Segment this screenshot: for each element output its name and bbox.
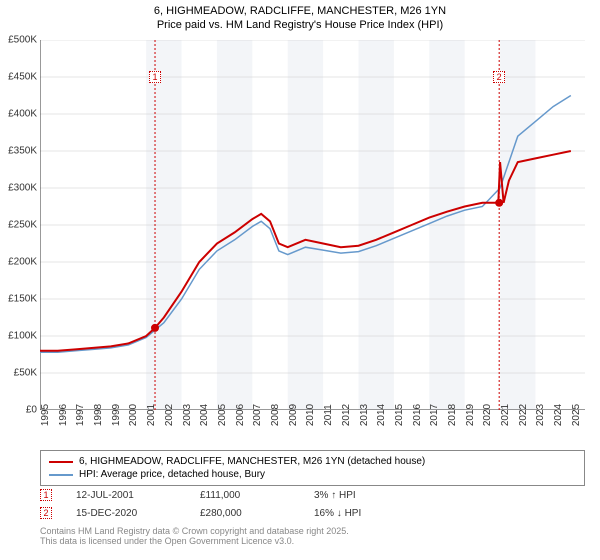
footnote: Contains HM Land Registry data © Crown c… [40, 522, 585, 546]
x-tick-label: 2014 [376, 404, 387, 426]
legend-row: HPI: Average price, detached house, Bury [49, 468, 576, 481]
x-tick-label: 1996 [58, 404, 69, 426]
info-price: £280,000 [200, 508, 290, 519]
footnote-line2: This data is licensed under the Open Gov… [40, 536, 585, 546]
x-tick-label: 1997 [75, 404, 86, 426]
x-tick-label: 2018 [447, 404, 458, 426]
y-tick-label: £250K [0, 220, 37, 231]
title-line2: Price paid vs. HM Land Registry's House … [10, 18, 590, 32]
y-tick-label: £100K [0, 331, 37, 342]
info-marker: 1 [40, 489, 52, 501]
x-tick-label: 2021 [500, 404, 511, 426]
x-tick-label: 2012 [341, 404, 352, 426]
chart-marker-2: 2 [493, 71, 505, 83]
y-tick-label: £300K [0, 183, 37, 194]
info-marker: 2 [40, 507, 52, 519]
x-tick-label: 2024 [553, 404, 564, 426]
legend-swatch [49, 461, 73, 463]
info-price: £111,000 [200, 490, 290, 501]
legend-section: 6, HIGHMEADOW, RADCLIFFE, MANCHESTER, M2… [40, 450, 585, 546]
x-tick-label: 2005 [217, 404, 228, 426]
info-rows: 1 12-JUL-2001 £111,000 3% ↑ HPI2 15-DEC-… [40, 486, 585, 522]
x-tick-label: 2002 [164, 404, 175, 426]
x-tick-label: 1995 [40, 404, 51, 426]
info-row: 2 15-DEC-2020 £280,000 16% ↓ HPI [40, 504, 585, 522]
footnote-line1: Contains HM Land Registry data © Crown c… [40, 526, 585, 536]
legend-label: 6, HIGHMEADOW, RADCLIFFE, MANCHESTER, M2… [79, 456, 425, 467]
info-delta: 16% ↓ HPI [314, 508, 361, 519]
info-date: 12-JUL-2001 [76, 490, 176, 501]
x-tick-label: 2020 [482, 404, 493, 426]
title-block: 6, HIGHMEADOW, RADCLIFFE, MANCHESTER, M2… [0, 0, 600, 35]
x-tick-label: 2011 [323, 404, 334, 426]
chart-marker-1: 1 [149, 71, 161, 83]
y-tick-label: £350K [0, 146, 37, 157]
x-tick-label: 2025 [571, 404, 582, 426]
y-tick-label: £50K [0, 368, 37, 379]
x-tick-label: 2023 [535, 404, 546, 426]
y-tick-label: £0 [0, 405, 37, 416]
chart-area: £0£50K£100K£150K£200K£250K£300K£350K£400… [40, 40, 585, 410]
x-tick-label: 2001 [146, 404, 157, 426]
x-tick-label: 2008 [270, 404, 281, 426]
x-tick-label: 2007 [252, 404, 263, 426]
y-tick-label: £150K [0, 294, 37, 305]
y-tick-label: £200K [0, 257, 37, 268]
x-tick-label: 2019 [465, 404, 476, 426]
legend-row: 6, HIGHMEADOW, RADCLIFFE, MANCHESTER, M2… [49, 455, 576, 468]
x-tick-label: 2022 [518, 404, 529, 426]
legend-swatch [49, 474, 73, 476]
x-tick-label: 2016 [412, 404, 423, 426]
y-tick-label: £450K [0, 72, 37, 83]
legend-label: HPI: Average price, detached house, Bury [79, 469, 265, 480]
x-tick-label: 2015 [394, 404, 405, 426]
info-date: 15-DEC-2020 [76, 508, 176, 519]
x-tick-label: 2009 [288, 404, 299, 426]
x-tick-label: 1999 [111, 404, 122, 426]
x-tick-label: 2010 [305, 404, 316, 426]
chart-plot [40, 40, 585, 410]
x-tick-label: 2004 [199, 404, 210, 426]
y-tick-label: £400K [0, 109, 37, 120]
legend-box: 6, HIGHMEADOW, RADCLIFFE, MANCHESTER, M2… [40, 450, 585, 486]
x-tick-label: 2013 [359, 404, 370, 426]
info-delta: 3% ↑ HPI [314, 490, 356, 501]
x-tick-label: 2017 [429, 404, 440, 426]
x-tick-label: 1998 [93, 404, 104, 426]
title-line1: 6, HIGHMEADOW, RADCLIFFE, MANCHESTER, M2… [10, 4, 590, 18]
x-tick-label: 2006 [235, 404, 246, 426]
info-row: 1 12-JUL-2001 £111,000 3% ↑ HPI [40, 486, 585, 504]
x-tick-label: 2003 [182, 404, 193, 426]
y-tick-label: £500K [0, 35, 37, 46]
x-tick-label: 2000 [128, 404, 139, 426]
